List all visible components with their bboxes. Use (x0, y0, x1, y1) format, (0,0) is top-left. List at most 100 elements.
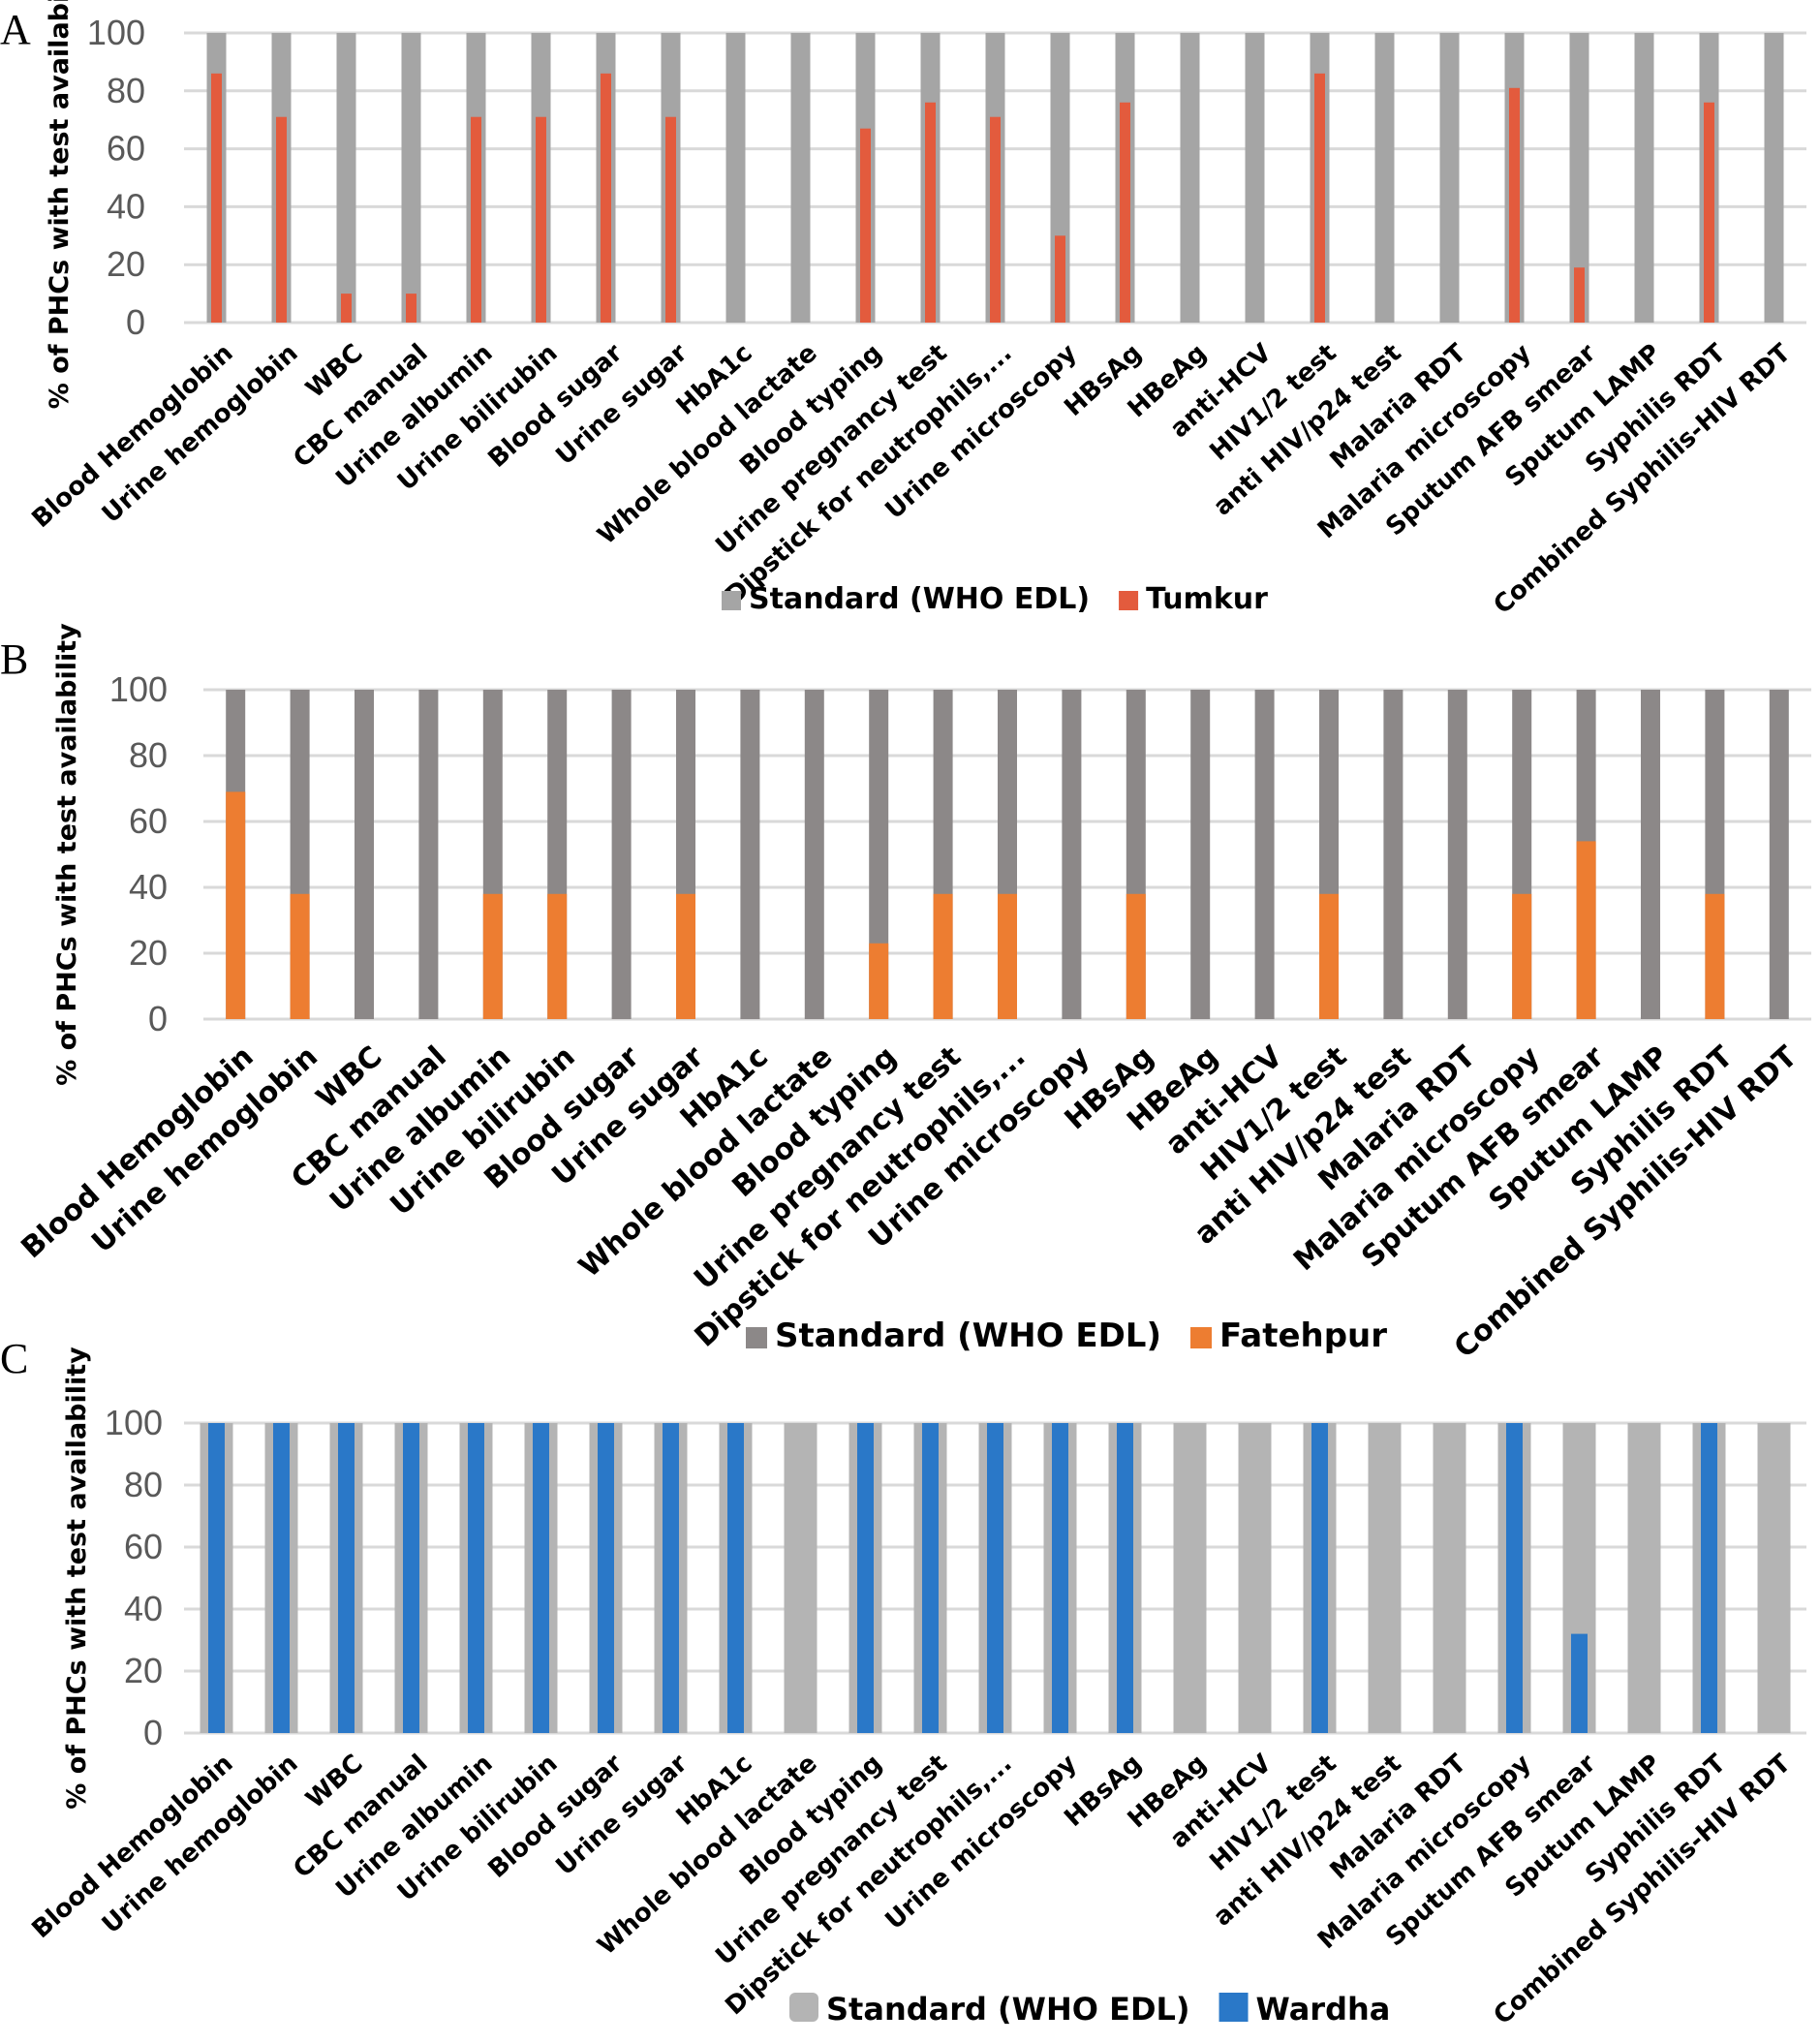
bar-tumkur (1055, 235, 1065, 323)
legend-label: Standard (WHO EDL) (749, 582, 1090, 616)
y-tick-label: 60 (129, 801, 168, 841)
y-tick-label: 20 (129, 933, 168, 973)
bar-standard (1173, 1423, 1207, 1733)
bar-tumkur (471, 116, 481, 324)
y-tick-label: 20 (107, 244, 145, 284)
bar-standard (1757, 1423, 1791, 1733)
panel-letter: A (0, 6, 31, 53)
legend-label: Fatehpur (1219, 1316, 1387, 1355)
bar-standard (1764, 33, 1784, 323)
bar-standard (1569, 33, 1589, 323)
legend-item: Standard (WHO EDL) (746, 1316, 1161, 1355)
bar-fatehpur (998, 893, 1017, 1019)
bar-fatehpur (933, 893, 953, 1019)
bar-wardha (1052, 1423, 1068, 1733)
bar-standard (1433, 1423, 1466, 1733)
bar-standard (1641, 690, 1660, 1019)
bar-fatehpur (290, 893, 310, 1019)
bar-wardha (1311, 1423, 1328, 1733)
bar-wardha (1701, 1423, 1717, 1733)
bar-fatehpur (547, 893, 568, 1019)
y-tick-label: 20 (124, 1651, 163, 1690)
bar-tumkur (860, 128, 871, 323)
y-axis-label: % of PHCs with test availability (45, 0, 75, 409)
bar-standard (804, 690, 824, 1019)
bar-tumkur (1120, 102, 1130, 323)
bar-standard (336, 33, 356, 323)
bar-fatehpur (226, 791, 246, 1019)
chart-panel-c: C 0 20 40 60 80 100 % of PHCs with test availab… (0, 1335, 1806, 2030)
bar-standard (1769, 690, 1789, 1019)
y-tick-label: 0 (126, 302, 145, 342)
bar-standard (1447, 690, 1467, 1019)
bar-fatehpur (482, 893, 503, 1019)
y-tick-label: 40 (129, 867, 168, 907)
y-tick-label: 40 (107, 186, 145, 226)
legend-swatch (722, 591, 741, 610)
y-tick-label: 100 (105, 1403, 163, 1442)
y-axis-label: % of PHCs with test availability (52, 623, 82, 1086)
legend-label: Tumkur (1146, 582, 1268, 616)
bar-tumkur (1509, 87, 1520, 323)
bar-tumkur (1314, 73, 1325, 324)
legend-swatch (746, 1327, 767, 1348)
bar-standard (401, 33, 421, 323)
y-tick-label: 100 (109, 669, 168, 709)
bar-wardha (1117, 1423, 1133, 1733)
bar-fatehpur (1319, 893, 1339, 1019)
bar-standard (869, 690, 889, 1019)
legend-label: Standard (WHO EDL) (826, 1991, 1190, 2028)
bar-fatehpur (1576, 841, 1596, 1019)
bar-fatehpur (1705, 893, 1725, 1019)
bar-tumkur (406, 294, 416, 323)
bar-fatehpur (869, 943, 889, 1019)
bar-wardha (922, 1423, 939, 1733)
bar-wardha (208, 1423, 225, 1733)
bar-standard (1254, 690, 1275, 1019)
bar-wardha (468, 1423, 484, 1733)
bar-wardha (598, 1423, 614, 1733)
bar-tumkur (536, 116, 546, 324)
bar-standard (725, 33, 746, 323)
bar-tumkur (601, 73, 611, 324)
y-tick-label: 100 (87, 13, 145, 52)
bar-standard (740, 690, 760, 1019)
bar-standard (1062, 690, 1082, 1019)
bar-standard (1180, 33, 1200, 323)
panel-letter: C (0, 1335, 28, 1382)
y-tick-label: 40 (124, 1589, 163, 1628)
bar-standard (1383, 690, 1404, 1019)
bar-standard (1245, 33, 1265, 323)
bar-standard (418, 690, 439, 1019)
bar-standard (355, 690, 374, 1019)
bar-wardha (403, 1423, 419, 1733)
legend-label: Wardha (1256, 1991, 1391, 2028)
bar-tumkur (341, 294, 352, 323)
bar-wardha (987, 1423, 1003, 1733)
bar-standard (1627, 1423, 1661, 1733)
y-tick-label: 80 (107, 71, 145, 110)
bar-tumkur (990, 116, 1001, 324)
y-tick-label: 60 (124, 1527, 163, 1566)
legend-swatch (1119, 591, 1139, 610)
bar-standard (784, 1423, 817, 1733)
legend-item: Fatehpur (1190, 1316, 1387, 1355)
bar-wardha (1506, 1423, 1523, 1733)
bar-wardha (857, 1423, 874, 1733)
bar-standard (1439, 33, 1460, 323)
bar-standard (1238, 1423, 1272, 1733)
bar-standard (1368, 1423, 1402, 1733)
legend-swatch (1190, 1327, 1213, 1348)
bar-tumkur (665, 116, 676, 324)
bar-fatehpur (1126, 893, 1146, 1019)
bar-standard (1634, 33, 1654, 323)
bar-wardha (533, 1423, 549, 1733)
bar-tumkur (276, 116, 287, 324)
legend-item: Standard (WHO EDL) (789, 1991, 1190, 2028)
legend-label: Standard (WHO EDL) (775, 1316, 1161, 1355)
legend-item: Standard (WHO EDL) (722, 582, 1090, 616)
y-tick-label: 60 (107, 129, 145, 169)
bar-wardha (1571, 1633, 1588, 1733)
bar-standard (611, 690, 632, 1019)
